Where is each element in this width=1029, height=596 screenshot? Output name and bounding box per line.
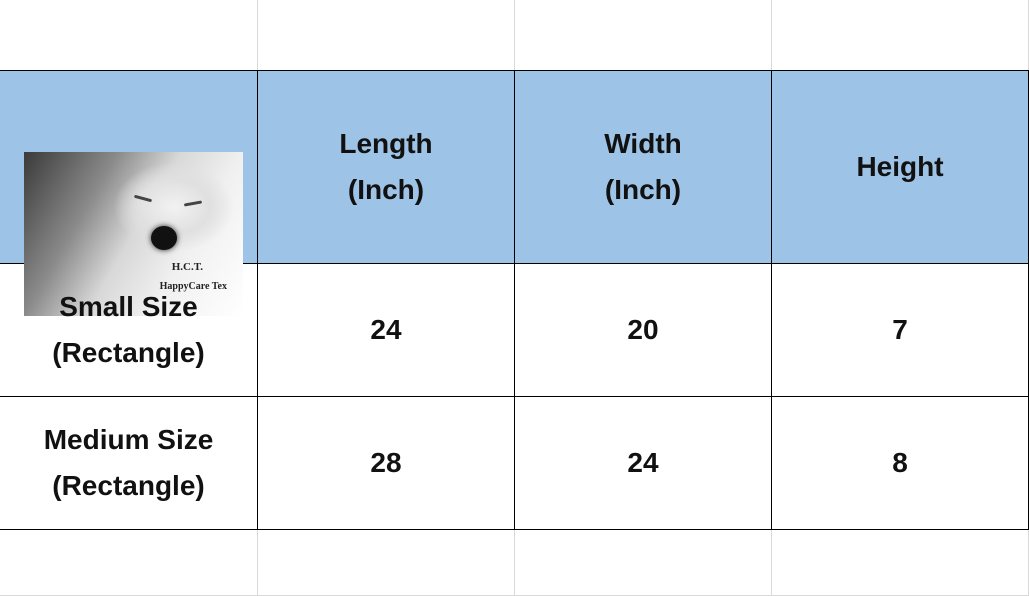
- row-label-shape: (Rectangle): [52, 470, 205, 501]
- table-border: [0, 70, 1029, 71]
- row-label-small[interactable]: Small Size (Rectangle): [0, 264, 258, 397]
- empty-cell[interactable]: [258, 530, 515, 596]
- header-text: Height: [856, 151, 944, 182]
- row-label-shape: (Rectangle): [52, 337, 205, 368]
- empty-cell[interactable]: [0, 530, 258, 596]
- empty-cell[interactable]: [515, 530, 772, 596]
- logo-text-hct: H.C.T.: [171, 261, 203, 273]
- puppy-logo-image: H.C.T. HappyCare Tex: [24, 152, 243, 316]
- eye: [183, 200, 203, 207]
- cell-medium-height[interactable]: 8: [772, 397, 1029, 530]
- header-unit: (Inch): [347, 174, 425, 205]
- row-label-text: Medium Size: [43, 424, 214, 455]
- nose: [151, 226, 177, 250]
- cell-small-height[interactable]: 7: [772, 264, 1029, 397]
- cell-small-length[interactable]: 24: [258, 264, 515, 397]
- header-length[interactable]: Length (Inch): [258, 71, 515, 264]
- header-text: Length: [339, 128, 433, 159]
- empty-cell[interactable]: [772, 0, 1029, 71]
- logo-text-brand: HappyCare Tex: [159, 281, 227, 292]
- logo-cell[interactable]: H.C.T. HappyCare Tex: [0, 71, 258, 316]
- eye: [133, 194, 153, 203]
- empty-cell[interactable]: [0, 0, 258, 71]
- empty-cell[interactable]: [772, 530, 1029, 596]
- header-text: Width: [604, 128, 682, 159]
- cell-small-width[interactable]: 20: [515, 264, 772, 397]
- cell-medium-width[interactable]: 24: [515, 397, 772, 530]
- row-label-text: Small Size: [59, 291, 198, 322]
- empty-cell[interactable]: [258, 0, 515, 71]
- header-width[interactable]: Width (Inch): [515, 71, 772, 264]
- header-unit: (Inch): [604, 174, 682, 205]
- cell-medium-length[interactable]: 28: [258, 397, 515, 530]
- row-label-medium[interactable]: Medium Size (Rectangle): [0, 397, 258, 530]
- empty-cell[interactable]: [515, 0, 772, 71]
- header-height[interactable]: Height: [772, 71, 1029, 264]
